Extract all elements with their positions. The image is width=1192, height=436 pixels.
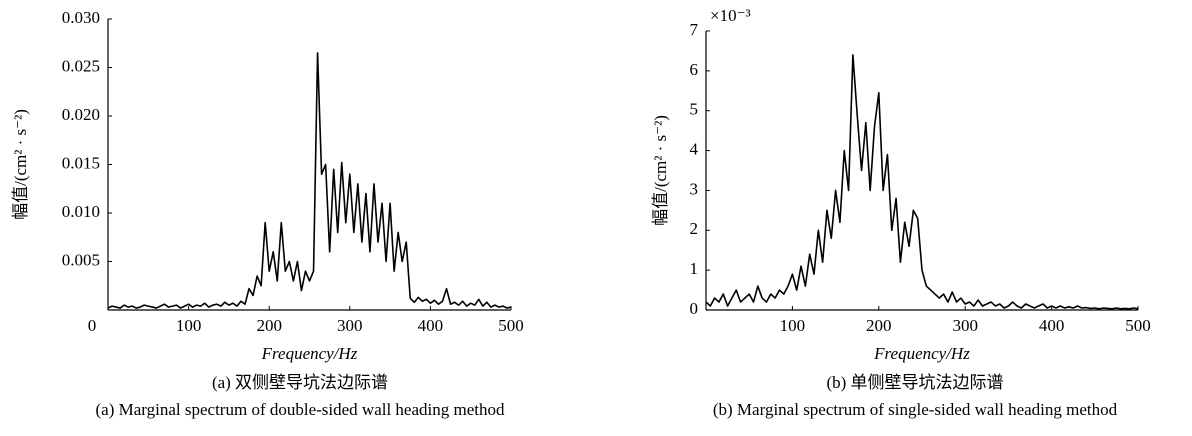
x-tick-label: 0 <box>88 316 97 335</box>
x-axis-label: Frequency/Hz <box>261 344 358 363</box>
y-tick-label: 6 <box>690 60 699 79</box>
x-tick-label: 200 <box>866 316 892 335</box>
y-tick-label: 3 <box>690 179 699 198</box>
caption-cn: (a) 双侧壁导坑法边际谱 <box>212 373 388 392</box>
x-tick-label: 300 <box>337 316 363 335</box>
y-tick-label: 0.020 <box>62 105 100 124</box>
y-tick-label: 0 <box>690 299 699 318</box>
x-tick-label: 100 <box>176 316 202 335</box>
x-tick-label: 200 <box>256 316 282 335</box>
y-tick-label: 0.015 <box>62 153 100 172</box>
y-multiplier: ×10⁻³ <box>710 6 751 25</box>
x-tick-label: 400 <box>418 316 444 335</box>
y-tick-label: 5 <box>690 100 699 119</box>
x-axis-label: Frequency/Hz <box>873 344 970 363</box>
x-tick-label: 500 <box>1125 316 1151 335</box>
y-tick-label: 0.005 <box>62 250 100 269</box>
y-tick-label: 4 <box>690 139 699 158</box>
x-tick-label: 500 <box>498 316 524 335</box>
y-tick-label: 7 <box>690 20 699 39</box>
y-axis-label: 幅值/(cm² · s⁻²) <box>651 115 670 226</box>
y-tick-label: 1 <box>690 259 699 278</box>
caption-cn: (b) 单侧壁导坑法边际谱 <box>826 373 1003 392</box>
y-tick-label: 2 <box>690 219 699 238</box>
y-tick-label: 0.030 <box>62 8 100 27</box>
spectrum-line <box>705 54 1139 310</box>
x-tick-label: 100 <box>780 316 806 335</box>
x-tick-label: 300 <box>952 316 978 335</box>
x-tick-label: 400 <box>1039 316 1065 335</box>
caption-en: (b) Marginal spectrum of single-sided wa… <box>713 400 1118 419</box>
caption-en: (a) Marginal spectrum of double-sided wa… <box>96 400 505 419</box>
y-tick-label: 0.010 <box>62 202 100 221</box>
y-tick-label: 0.025 <box>62 56 100 75</box>
y-axis-label: 幅值/(cm² · s⁻²) <box>11 109 30 220</box>
spectrum-line <box>107 52 512 309</box>
